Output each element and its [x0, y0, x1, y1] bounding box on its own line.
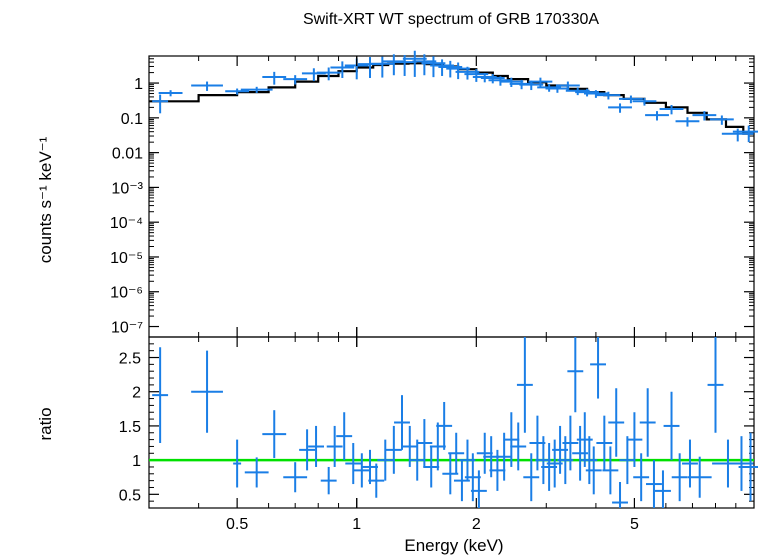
- chart-title: Swift-XRT WT spectrum of GRB 170330A: [303, 11, 599, 28]
- ratio-frame: [148, 336, 755, 509]
- spectrum-frame: [148, 55, 755, 338]
- spectrum-y-tick-label: 0.01: [112, 146, 143, 163]
- energy-x-tick-label: 0.5: [226, 516, 248, 533]
- energy-x-tick-label: 2: [472, 516, 481, 533]
- ratio-y-label: ratio: [36, 407, 55, 440]
- ratio-y-tick-label: 2.5: [119, 351, 141, 368]
- ratio-y-tick-label: 1.5: [119, 419, 141, 436]
- ratio-panel: 0.5 1 1.5 2 2.5 0.5 1 2 5 ratio Energy (keV): [36, 56, 758, 555]
- model-step-line: [149, 62, 754, 135]
- spectrum-y-label: counts s⁻¹ keV⁻¹: [36, 136, 55, 263]
- spectrum-y-tick-label: 1: [134, 76, 143, 93]
- model-curve: [149, 62, 754, 135]
- spectrum-y-tick-label: 10⁻⁴: [110, 215, 143, 232]
- spectrum-y-tick-label: 10⁻⁶: [110, 285, 143, 302]
- energy-x-tick-label: 5: [630, 516, 639, 533]
- spectrum-y-tick-label: 10⁻³: [111, 180, 143, 197]
- ratio-points: [152, 337, 758, 508]
- spectrum-y-ticks: 1 0.1 0.01 10⁻³ 10⁻⁴ 10⁻⁵ 10⁻⁶ 10⁻⁷: [110, 55, 754, 337]
- energy-x-ticks: 0.5 1 2 5: [148, 56, 755, 533]
- energy-x-tick-label: 1: [352, 516, 361, 533]
- ratio-y-tick-label: 0.5: [119, 487, 141, 504]
- ratio-y-tick-label: 2: [132, 385, 141, 402]
- ratio-y-ticks: 0.5 1 1.5 2 2.5: [119, 343, 754, 504]
- spectrum-y-tick-label: 0.1: [121, 111, 143, 128]
- spectrum-y-tick-label: 10⁻⁷: [111, 320, 143, 337]
- ratio-y-tick-label: 1: [132, 453, 141, 470]
- energy-x-label: Energy (keV): [404, 536, 503, 555]
- spectrum-panel: 1 0.1 0.01 10⁻³ 10⁻⁴ 10⁻⁵ 10⁻⁶ 10⁻⁷ counts s⁻¹ …: [36, 50, 758, 338]
- spectrum-y-tick-label: 10⁻⁵: [110, 250, 143, 267]
- spectrum-points: [152, 50, 758, 143]
